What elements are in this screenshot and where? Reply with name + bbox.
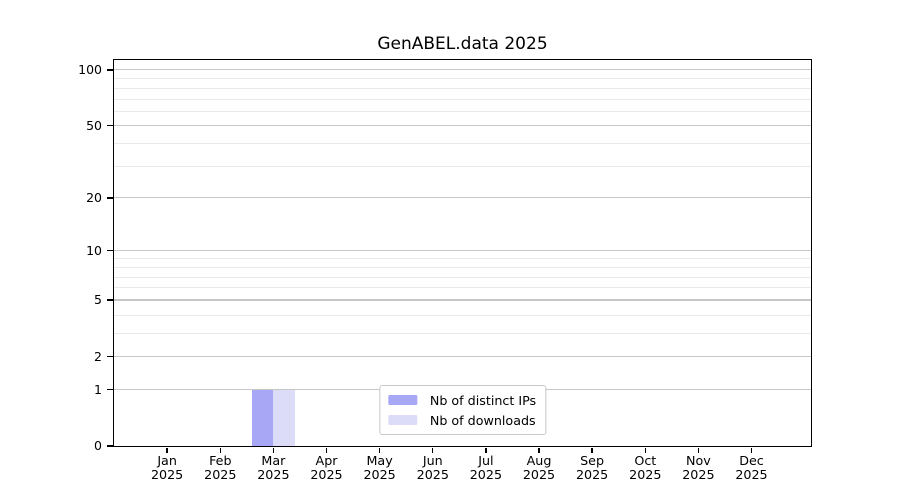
- x-tick-month: Jun: [422, 453, 443, 468]
- x-tick-mark: [697, 447, 700, 453]
- x-tick-label: Oct 2025: [610, 454, 680, 481]
- legend-item-downloads: Nb of downloads: [387, 411, 536, 429]
- x-tick-mark: [591, 447, 593, 453]
- x-tick-label: Jun 2025: [398, 454, 468, 481]
- y-tick-label: 50: [86, 117, 102, 133]
- x-tick-year: 2025: [416, 466, 449, 482]
- legend-swatch-downloads: [387, 415, 417, 425]
- x-tick-year: 2025: [735, 466, 768, 482]
- y-tick-mark: [107, 69, 113, 71]
- x-tick-mark: [325, 447, 328, 453]
- y-tick-mark: [107, 355, 113, 358]
- y-tick-label: 20: [86, 189, 102, 205]
- plot-area: Nb of distinct IPs Nb of downloads 0 1 2 5 1…: [78, 59, 812, 481]
- x-tick-mark: [485, 447, 487, 453]
- x-tick-year: 2025: [204, 466, 237, 482]
- x-tick-mark: [432, 447, 434, 453]
- x-tick-month: Mar: [261, 453, 286, 468]
- gridline-major: [114, 250, 811, 252]
- gridline-minor: [114, 111, 811, 112]
- gridline-minor: [114, 258, 811, 260]
- legend: Nb of distinct IPs Nb of downloads: [378, 385, 547, 435]
- legend-label-distinct-ips: Nb of distinct IPs: [429, 392, 537, 408]
- gridline-minor: [114, 78, 811, 80]
- x-tick-year: 2025: [469, 466, 503, 482]
- y-tick-label: 0: [94, 438, 102, 453]
- x-tick-year: 2025: [150, 466, 184, 482]
- y-tick-label: 1: [94, 381, 102, 397]
- x-tick-month: May: [366, 453, 393, 468]
- x-tick-mark: [644, 447, 646, 453]
- bar-distinct-ips: [251, 389, 274, 446]
- y-tick-label: 10: [86, 242, 102, 258]
- x-tick-mark: [378, 447, 381, 453]
- gridline-major: [114, 69, 811, 71]
- x-tick-mark: [750, 447, 753, 453]
- x-tick-label: Aug 2025: [504, 454, 574, 481]
- y-tick-mark: [107, 197, 113, 199]
- gridline-minor: [114, 87, 811, 89]
- y-tick-label: 2: [94, 348, 102, 364]
- x-tick-label: Jul 2025: [451, 454, 521, 481]
- x-tick-month: Feb: [209, 453, 232, 468]
- y-tick-mark: [107, 388, 113, 391]
- legend-label-downloads: Nb of downloads: [429, 412, 536, 428]
- x-tick-label: Sep 2025: [557, 454, 627, 481]
- x-tick-label: Feb 2025: [185, 454, 255, 481]
- x-tick-year: 2025: [629, 466, 662, 482]
- x-tick-month: Sep: [580, 453, 605, 468]
- x-tick-label: Nov 2025: [663, 454, 733, 481]
- gridline-minor: [114, 333, 811, 334]
- chart-title: GenABEL.data 2025: [377, 34, 548, 54]
- x-tick-mark: [166, 447, 168, 453]
- legend-item-distinct-ips: Nb of distinct IPs: [387, 391, 537, 409]
- x-tick-month: Apr: [315, 453, 338, 468]
- x-tick-year: 2025: [310, 466, 343, 482]
- gridline-major: [114, 355, 811, 358]
- x-tick-month: Dec: [739, 453, 764, 468]
- x-tick-label: Apr 2025: [292, 454, 362, 481]
- x-tick-mark: [538, 447, 540, 453]
- x-tick-mark: [219, 447, 221, 453]
- x-tick-month: Oct: [634, 453, 657, 468]
- x-tick-year: 2025: [363, 466, 396, 482]
- y-tick-label: 100: [78, 61, 102, 77]
- x-tick-label: Jan 2025: [132, 454, 202, 481]
- gridline-minor: [114, 314, 811, 316]
- x-tick-month: Jan: [157, 453, 177, 468]
- x-tick-year: 2025: [682, 466, 715, 482]
- x-tick-label: Mar 2025: [238, 454, 308, 481]
- gridline-minor: [114, 166, 811, 168]
- y-tick-mark: [107, 124, 113, 127]
- y-tick-mark: [107, 249, 113, 252]
- gridline-major: [114, 299, 811, 301]
- gridline-minor: [114, 266, 811, 268]
- y-tick-label: 5: [94, 292, 102, 307]
- gridline-major: [114, 197, 811, 199]
- x-tick-month: Jul: [478, 453, 494, 468]
- y-tick-mark: [107, 299, 113, 301]
- x-tick-month: Aug: [526, 453, 552, 468]
- bar-downloads: [273, 389, 295, 446]
- x-tick-label: Dec 2025: [717, 454, 787, 481]
- y-tick-mark: [107, 445, 113, 447]
- x-tick-year: 2025: [257, 466, 290, 482]
- x-tick-year: 2025: [522, 466, 556, 482]
- x-tick-label: May 2025: [345, 454, 415, 481]
- x-tick-year: 2025: [575, 466, 609, 482]
- gridline-minor: [114, 276, 811, 278]
- gridline-major: [114, 125, 811, 127]
- gridline-minor: [114, 98, 811, 100]
- legend-swatch-distinct-ips: [387, 395, 417, 405]
- x-tick-month: Nov: [686, 453, 711, 468]
- x-tick-mark: [272, 447, 275, 453]
- gridline-minor: [114, 143, 811, 145]
- gridline-minor: [114, 287, 811, 289]
